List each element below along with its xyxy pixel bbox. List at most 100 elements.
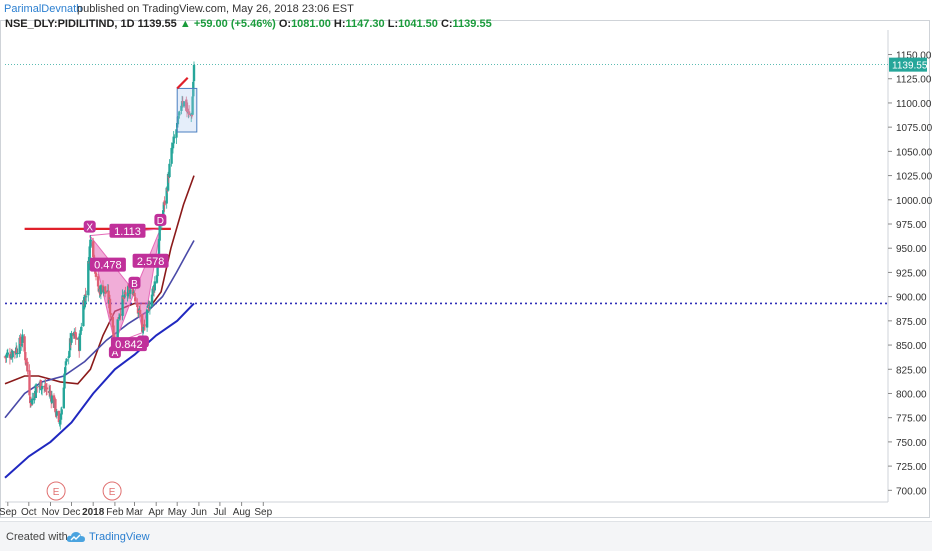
candle-body — [87, 260, 90, 296]
pattern-point-label: B — [131, 279, 138, 290]
ratio-badge — [110, 337, 147, 352]
author-name[interactable]: ParimalDevnath — [4, 3, 83, 15]
candle-body — [11, 351, 14, 358]
candle-body — [136, 308, 140, 314]
candle-body — [190, 114, 194, 117]
candle-body — [109, 313, 112, 316]
candle-body — [108, 298, 112, 314]
candle-body — [147, 304, 150, 307]
price-tick-label: 900.00 — [896, 293, 927, 304]
candle-body — [8, 354, 12, 358]
candle-body — [170, 147, 173, 164]
price-tick-label: 750.00 — [896, 438, 927, 449]
price-tick-label: 700.00 — [896, 486, 927, 497]
candle-body — [19, 336, 22, 344]
candle-body — [141, 314, 144, 332]
candle-body — [173, 137, 176, 139]
candle-body — [65, 358, 68, 362]
time-tick-label: Sep — [0, 507, 17, 518]
pattern-point-badge — [128, 276, 141, 289]
candle-body — [40, 388, 43, 391]
candle-body — [6, 352, 9, 355]
price-chart[interactable]: 700.00 725.00 750.00 775.00 800.00 825.00 850.… — [0, 0, 932, 520]
candle-body — [172, 136, 175, 144]
up-triangle-icon: ▲ — [179, 18, 191, 30]
time-tick-label: 2018 — [82, 507, 105, 518]
candle-body — [9, 358, 12, 360]
time-tick-label: Sep — [254, 507, 272, 518]
time-tick-label: Feb — [106, 507, 124, 518]
candle-body — [150, 294, 154, 307]
candle-body — [44, 383, 47, 390]
candle-body — [155, 275, 159, 283]
candle-body — [39, 380, 42, 390]
candle-body — [24, 358, 28, 364]
candle-body — [157, 239, 161, 254]
symbol-legend: NSE_DLY:PIDILITIND, 1D 1139.55 ▲ +59.00 … — [5, 18, 492, 30]
candle-body — [79, 331, 82, 335]
candle-body — [138, 309, 142, 315]
ratio-badge — [132, 253, 169, 268]
price-tick-label: 1100.00 — [896, 99, 932, 110]
tradingview-cloud-icon[interactable] — [66, 530, 86, 544]
candle-body — [175, 129, 178, 138]
candle-body — [168, 163, 171, 178]
candle-body — [156, 263, 159, 277]
candle-body — [64, 361, 68, 366]
candle-body — [31, 398, 34, 405]
candle-body — [176, 116, 180, 125]
candle-body — [181, 100, 184, 104]
candle-body — [96, 276, 100, 287]
tradingview-brand[interactable]: TradingView — [89, 531, 150, 543]
candle-body — [162, 210, 165, 216]
candle-body — [183, 101, 186, 107]
earnings-marker-label: E — [53, 487, 60, 498]
ratio-label: 2.578 — [137, 256, 165, 268]
open-value: 1081.00 — [291, 18, 331, 30]
publisher-bar: ParimalDevnath published on TradingView.… — [0, 0, 932, 20]
publish-info: published on TradingView.com, May 26, 20… — [77, 3, 354, 15]
high-label: H: — [333, 18, 346, 30]
price-tick-label: 1075.00 — [896, 123, 932, 134]
candle-body — [99, 285, 103, 295]
time-tick-label: Oct — [21, 507, 37, 518]
candle-body — [60, 409, 63, 415]
candle-body — [62, 387, 65, 409]
candle-body — [55, 411, 58, 416]
price-tick-label: 950.00 — [896, 244, 927, 255]
time-tick-label: Dec — [63, 507, 81, 518]
candle-body — [92, 241, 95, 258]
low-label: L: — [387, 18, 399, 30]
candle-body — [138, 308, 141, 312]
symbol-name: NSE_DLY:PIDILITIND, 1D — [5, 18, 135, 30]
candle-body — [68, 338, 72, 351]
candle-body — [63, 373, 66, 389]
candle-body — [74, 332, 77, 339]
candle-body — [122, 296, 126, 299]
candle-body — [153, 281, 156, 291]
pattern-point-label: D — [157, 216, 164, 227]
candle-body — [34, 384, 37, 399]
candle-body — [124, 292, 127, 295]
candle-body — [141, 330, 145, 332]
earnings-marker — [46, 481, 66, 501]
candle-body — [36, 386, 39, 388]
ratio-label: 0.842 — [115, 339, 143, 351]
candle-body — [82, 300, 85, 327]
price-tick-label: 1150.00 — [896, 51, 932, 62]
candle-body — [92, 255, 96, 257]
last-price-label: 1139.55 — [892, 61, 928, 72]
candle-body — [80, 326, 83, 331]
candle-body — [50, 395, 54, 403]
candle-body — [67, 356, 70, 358]
candle-body — [123, 291, 126, 298]
earnings-marker — [102, 481, 122, 501]
ratio-label: 1.113 — [114, 226, 141, 238]
open-label: O: — [278, 18, 292, 30]
consolidation-box — [176, 87, 198, 133]
short-trendline — [176, 76, 189, 90]
price-tick-label: 875.00 — [896, 317, 927, 328]
candle-body — [54, 399, 57, 413]
chart-frame — [0, 20, 930, 518]
candle-body — [145, 309, 149, 328]
